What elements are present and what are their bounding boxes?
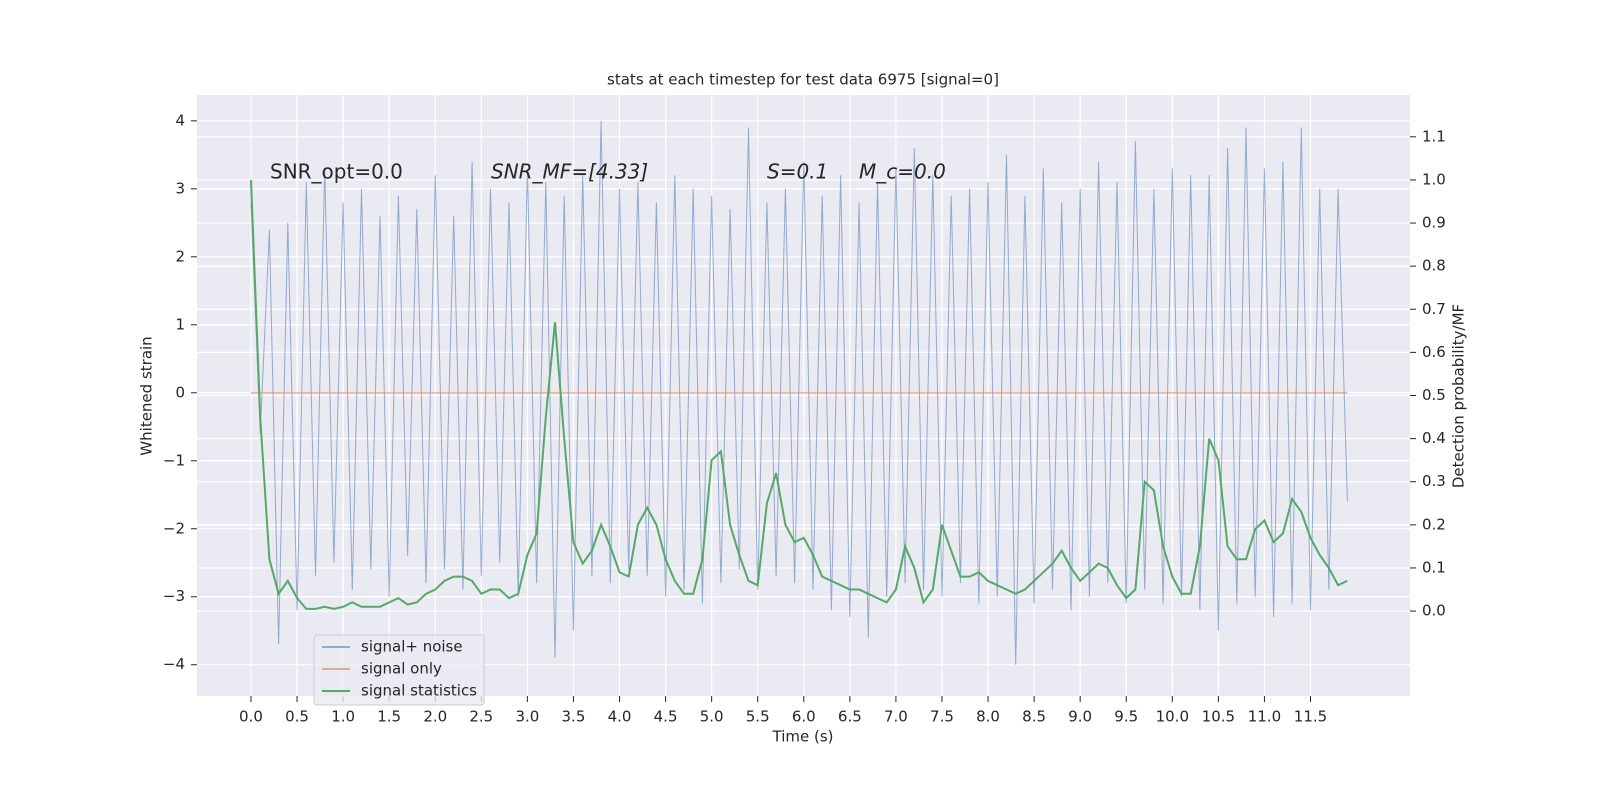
series-line	[250, 120, 1348, 665]
x-tick-label: 10.5	[1202, 708, 1235, 726]
annotation: S=0.1	[767, 160, 828, 184]
y2-tick-label: 1.1	[1422, 127, 1446, 145]
x-tick-label: 0.0	[239, 708, 263, 726]
y-axis-label: Whitened strain	[138, 336, 156, 455]
y2-tick-label: 0.0	[1422, 602, 1446, 620]
y2-tick-label: 0.8	[1422, 257, 1446, 275]
y-tick-label: 0	[175, 383, 185, 401]
y2-tick-label: 0.3	[1422, 472, 1446, 490]
x-tick-label: 11.5	[1294, 708, 1327, 726]
y-tick-label: −2	[163, 519, 185, 537]
x-tick-label: 2.0	[423, 708, 447, 726]
legend-label: signal+ noise	[361, 638, 463, 656]
x-axis-label: Time (s)	[772, 728, 834, 746]
x-tick-label: 8.0	[976, 708, 1000, 726]
x-tick-label: 5.5	[746, 708, 770, 726]
series-line	[250, 179, 1348, 610]
x-tick-label: 9.5	[1114, 708, 1138, 726]
x-tick-label: 4.0	[608, 708, 632, 726]
x-tick-label: 7.5	[930, 708, 954, 726]
x-tick-label: 11.0	[1248, 708, 1281, 726]
x-tick-label: 9.0	[1068, 708, 1092, 726]
x-tick-label: 3.0	[515, 708, 539, 726]
x-tick-label: 6.0	[792, 708, 816, 726]
y2-axis-label: Detection probability/MF	[1450, 304, 1468, 488]
x-tick-label: 5.0	[700, 708, 724, 726]
annotation: SNR_MF=[4.33]	[491, 160, 648, 184]
x-tick-label: 4.5	[654, 708, 678, 726]
chart-title: stats at each timestep for test data 697…	[607, 71, 999, 89]
y-tick-label: 1	[175, 315, 185, 333]
x-tick-label: 3.5	[562, 708, 586, 726]
annotation: M_c=0.0	[859, 160, 946, 184]
annotation: SNR_opt=0.0	[270, 160, 403, 184]
x-tick-label: 6.5	[838, 708, 862, 726]
y-tick-label: 3	[175, 179, 185, 197]
x-tick-label: 8.5	[1022, 708, 1046, 726]
x-tick-label: 2.5	[469, 708, 493, 726]
legend: signal+ noise signal only signal statistic…	[313, 634, 485, 706]
y-tick-label: −3	[163, 587, 185, 605]
legend-label: signal statistics	[361, 682, 477, 700]
x-tick-label: 10.0	[1156, 708, 1189, 726]
marks	[250, 120, 1348, 665]
legend-box	[313, 634, 485, 706]
y2-tick-label: 0.4	[1422, 429, 1446, 447]
y2-tick-label: 0.7	[1422, 300, 1446, 318]
y2-tick-label: 0.5	[1422, 386, 1446, 404]
x-tick-label: 1.5	[377, 708, 401, 726]
y2-tick-label: 0.9	[1422, 214, 1446, 232]
y2-tick-label: 0.6	[1422, 343, 1446, 361]
y2-tick-label: 0.1	[1422, 558, 1446, 576]
y-tick-label: −4	[163, 655, 185, 673]
legend-label: signal only	[361, 660, 442, 678]
y-tick-label: 4	[175, 111, 185, 129]
y-tick-label: −1	[163, 451, 185, 469]
y2-tick-label: 0.2	[1422, 515, 1446, 533]
y-tick-label: 2	[175, 247, 185, 265]
x-tick-label: 7.0	[884, 708, 908, 726]
y2-tick-label: 1.0	[1422, 170, 1446, 188]
x-tick-label: 1.0	[331, 708, 355, 726]
x-tick-label: 0.5	[285, 708, 309, 726]
